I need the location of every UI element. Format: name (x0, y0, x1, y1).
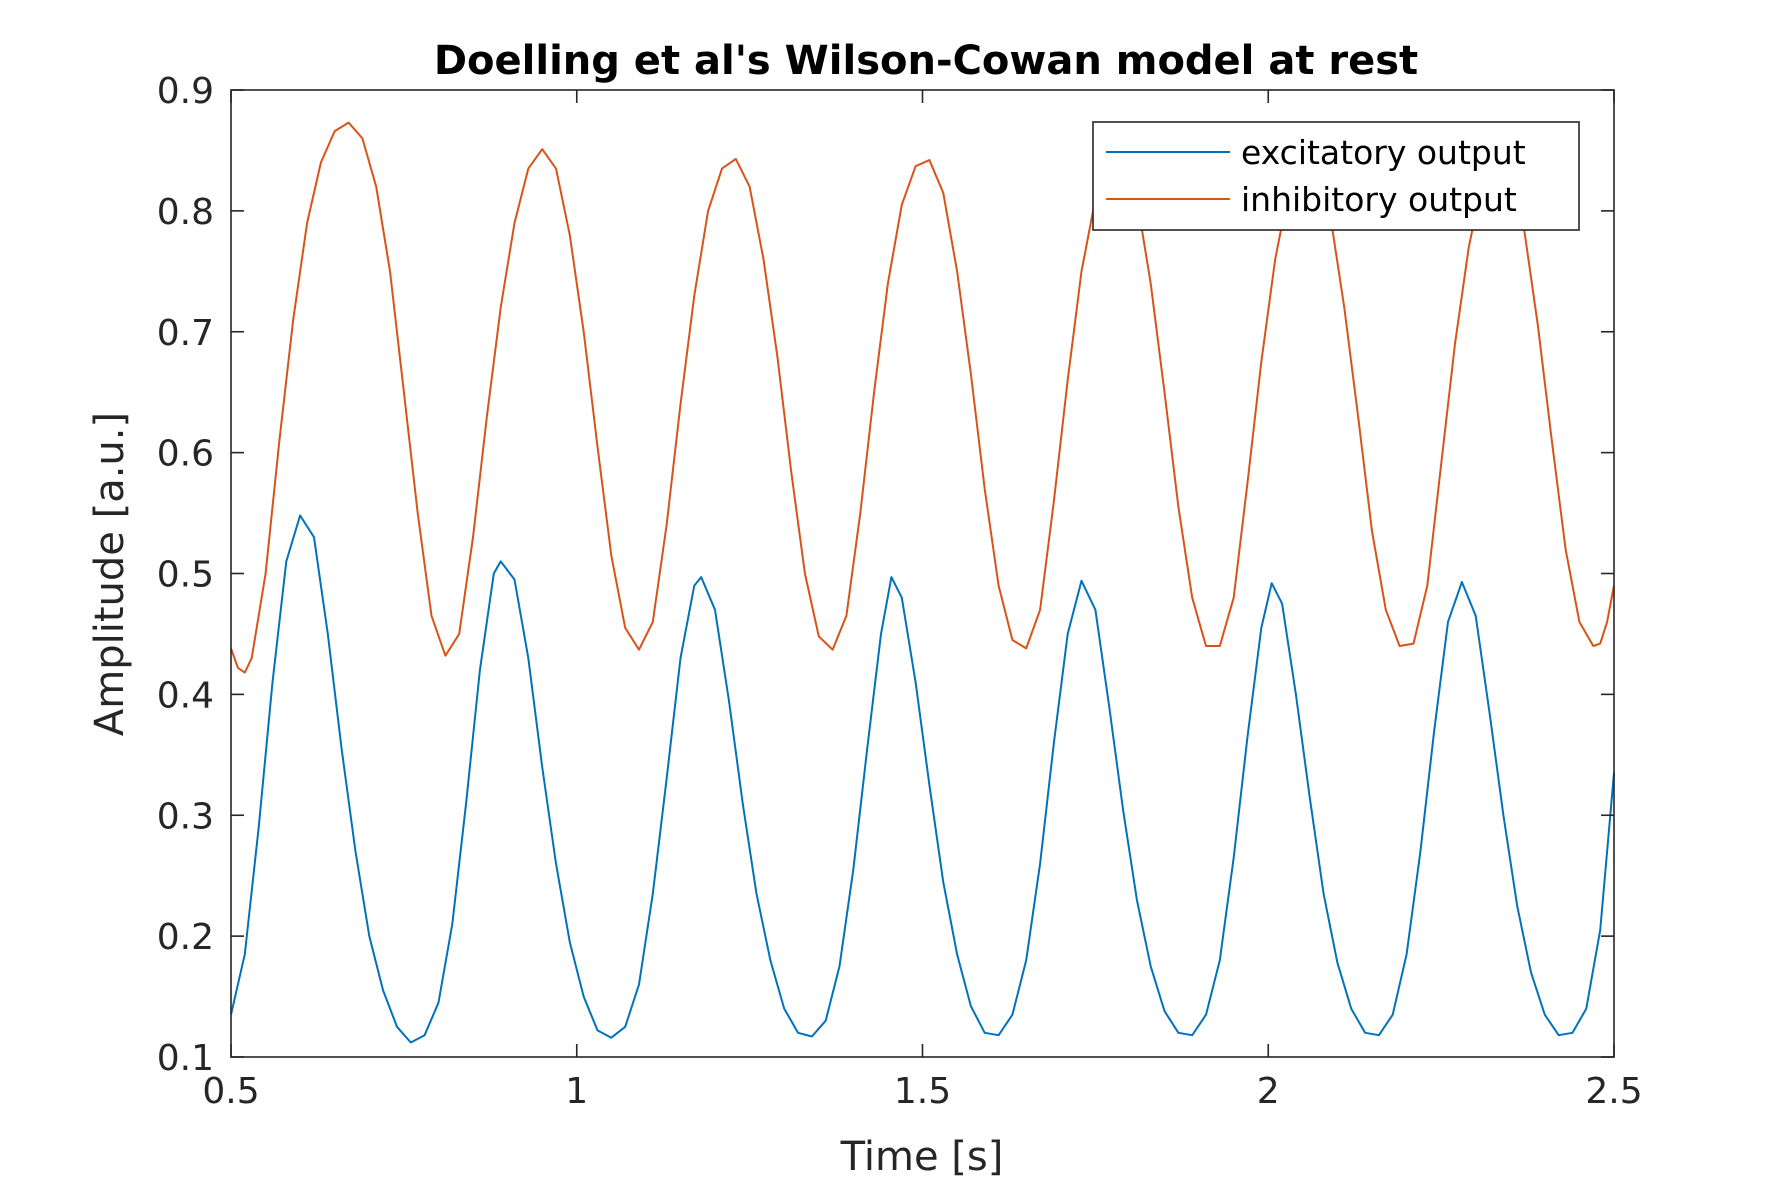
plot-area (231, 90, 1614, 1057)
y-tick-label: 0.9 (157, 71, 214, 112)
series-layer (230, 121, 1615, 1044)
y-tick-label: 0.5 (157, 555, 214, 596)
x-tick-label: 1.5 (894, 1071, 951, 1112)
y-axis-label: Amplitude [a.u.] (87, 412, 133, 736)
chart-title: Doelling et al's Wilson-Cowan model at r… (434, 38, 1418, 84)
y-tick-label: 0.6 (157, 434, 214, 475)
x-tick-label: 0.5 (202, 1071, 259, 1112)
x-tick-label: 1 (565, 1071, 588, 1112)
legend: excitatory output inhibitory output (1092, 121, 1580, 231)
x-tick-label: 2 (1257, 1071, 1280, 1112)
legend-box (1092, 121, 1580, 231)
y-tick-label: 0.1 (157, 1038, 214, 1079)
x-tick-label: 2.5 (1585, 1071, 1642, 1112)
y-tick-label: 0.3 (157, 796, 214, 837)
series-line-inhibitory (230, 121, 1615, 674)
series-line-excitatory (230, 514, 1615, 1044)
plot-frame (230, 89, 1615, 1058)
y-tick-label: 0.8 (157, 192, 214, 233)
y-tick-label: 0.7 (157, 313, 214, 354)
legend-label-excitatory: excitatory output (1241, 133, 1526, 172)
y-tick-label: 0.4 (157, 675, 214, 716)
legend-label-inhibitory: inhibitory output (1241, 180, 1517, 219)
tick-layer: 0.5 1 1.5 2 2.5 0.1 0.2 0.3 0.4 0.5 0.6 0.7 0.8 0.9 (157, 71, 1643, 1112)
x-axis-label: Time [s] (840, 1134, 1004, 1180)
y-tick-label: 0.2 (157, 917, 214, 958)
